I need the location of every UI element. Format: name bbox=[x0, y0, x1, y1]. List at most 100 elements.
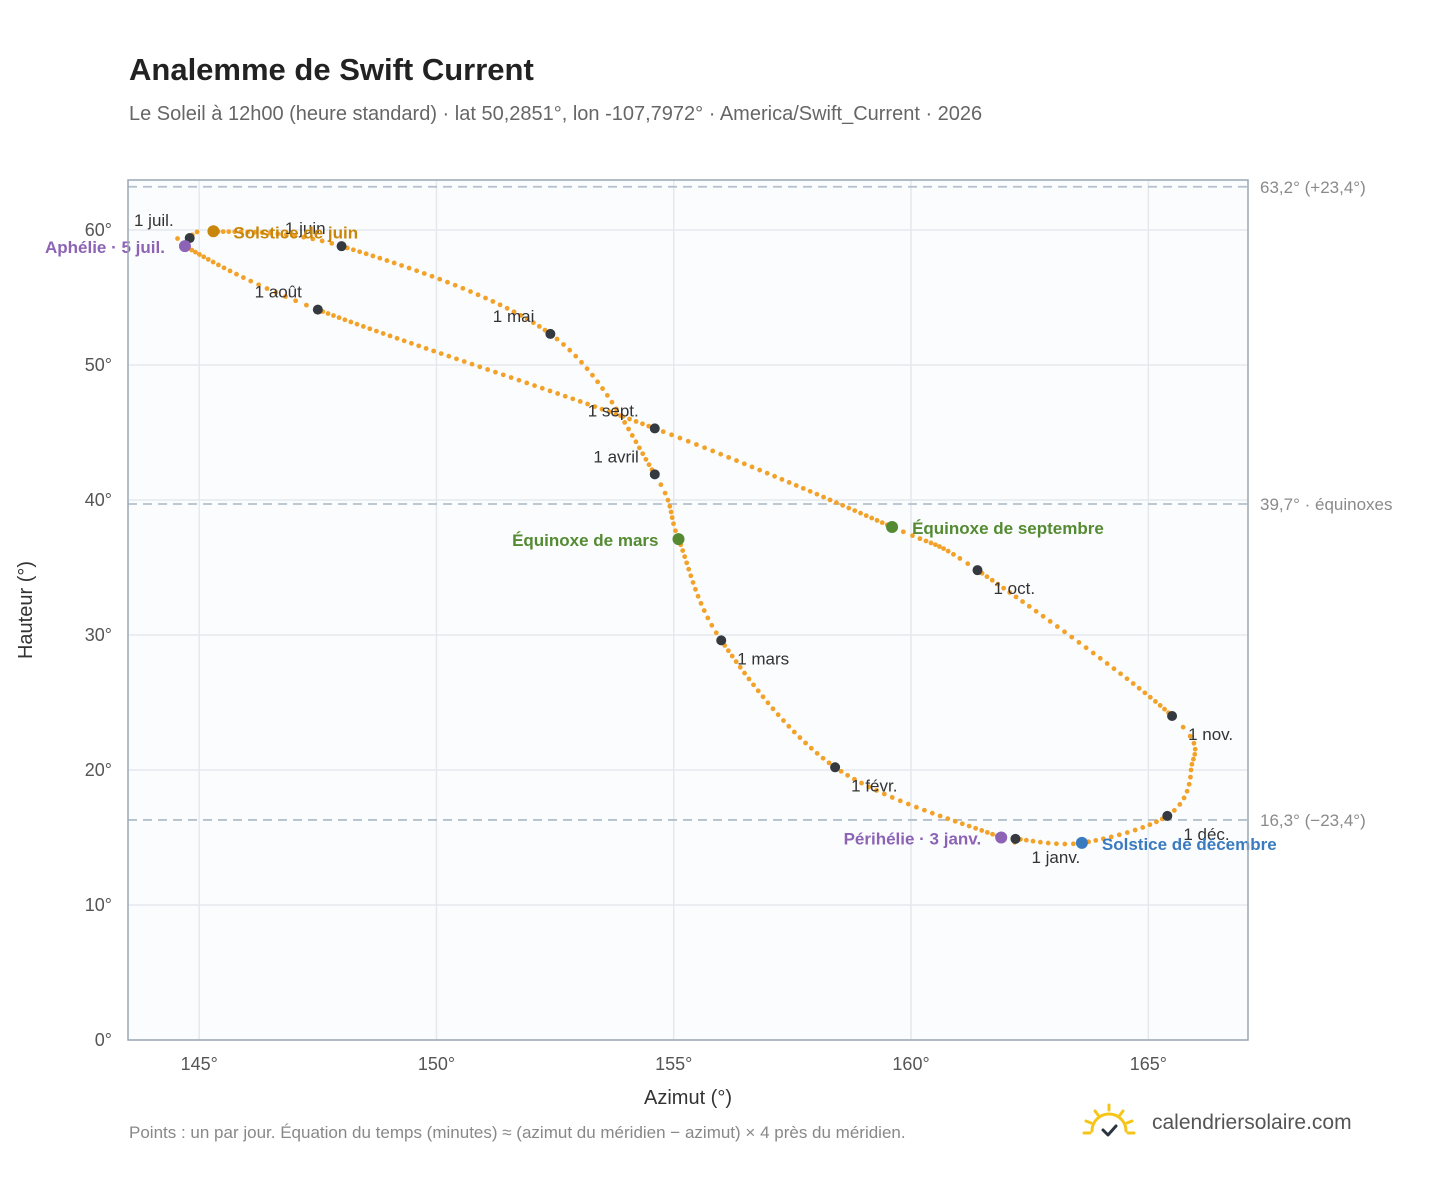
daily-point bbox=[1097, 655, 1103, 661]
daily-point bbox=[604, 392, 610, 398]
daily-point bbox=[879, 520, 885, 526]
daily-point bbox=[423, 346, 429, 351]
plot-area bbox=[128, 180, 1248, 1040]
daily-point bbox=[737, 664, 743, 670]
reference-lines: 63,2° (+23,4°) 39,7° · équinoxes 16,3° (−2… bbox=[128, 178, 1393, 830]
daily-point bbox=[374, 328, 379, 334]
month-marker bbox=[649, 423, 660, 434]
daily-point bbox=[401, 338, 407, 344]
daily-point bbox=[1147, 694, 1153, 700]
daily-point bbox=[858, 510, 863, 516]
daily-point bbox=[497, 302, 503, 308]
month-marker-label: 1 avril bbox=[593, 447, 638, 466]
daily-point bbox=[245, 229, 251, 235]
daily-point bbox=[554, 336, 560, 342]
footnote: Points : un par jour. Équation du temps … bbox=[129, 1123, 906, 1142]
daily-point bbox=[226, 229, 232, 235]
daily-point bbox=[710, 448, 716, 454]
daily-point bbox=[709, 622, 715, 628]
daily-point bbox=[469, 361, 475, 367]
daily-point bbox=[259, 230, 265, 235]
daily-point bbox=[452, 282, 458, 288]
daily-point bbox=[363, 251, 369, 257]
daily-point bbox=[640, 451, 646, 457]
daily-point bbox=[646, 462, 652, 468]
daily-point bbox=[1192, 751, 1198, 757]
daily-point bbox=[1033, 608, 1039, 614]
daily-point bbox=[622, 420, 628, 425]
daily-point bbox=[301, 234, 307, 240]
daily-point bbox=[539, 385, 545, 391]
event-label: Équinoxe de septembre bbox=[912, 519, 1104, 538]
daily-point bbox=[838, 768, 844, 774]
daily-point bbox=[764, 470, 770, 476]
daily-point bbox=[1062, 629, 1067, 635]
daily-point bbox=[380, 331, 386, 336]
daily-point bbox=[504, 305, 510, 311]
daily-point bbox=[238, 229, 244, 235]
daily-point bbox=[932, 542, 938, 548]
daily-point bbox=[613, 411, 619, 417]
event-marker bbox=[178, 240, 191, 253]
daily-point bbox=[834, 500, 839, 506]
daily-point bbox=[929, 810, 935, 816]
daily-point bbox=[1180, 724, 1186, 730]
month-marker bbox=[184, 233, 195, 244]
month-marker-label: 1 sept. bbox=[588, 401, 639, 420]
daily-point bbox=[1171, 807, 1177, 813]
daily-point bbox=[941, 546, 946, 552]
y-tick-label: 30° bbox=[85, 625, 112, 645]
daily-point bbox=[800, 486, 806, 491]
daily-point bbox=[577, 399, 583, 404]
daily-point bbox=[673, 528, 678, 534]
daily-point bbox=[387, 333, 393, 339]
month-marker bbox=[1167, 710, 1178, 721]
daily-point bbox=[733, 659, 739, 665]
event-marker bbox=[995, 831, 1008, 844]
daily-point bbox=[1191, 740, 1197, 746]
daily-point bbox=[273, 290, 279, 295]
daily-point bbox=[1111, 666, 1117, 672]
daily-point bbox=[1116, 832, 1122, 838]
daily-point bbox=[718, 451, 724, 457]
daily-point bbox=[757, 467, 763, 473]
x-tick-label: 155° bbox=[655, 1054, 692, 1074]
daily-point bbox=[852, 776, 857, 782]
daily-point bbox=[658, 482, 664, 488]
daily-point bbox=[874, 517, 880, 523]
reference-line-label: 63,2° (+23,4°) bbox=[1260, 178, 1366, 197]
y-tick-label: 60° bbox=[85, 220, 112, 240]
month-marker-label: 1 juil. bbox=[134, 211, 174, 230]
daily-point bbox=[468, 289, 473, 294]
daily-point bbox=[1100, 836, 1106, 842]
daily-point bbox=[175, 236, 180, 241]
daily-point bbox=[1187, 733, 1193, 739]
daily-point bbox=[1007, 590, 1013, 595]
daily-point bbox=[292, 233, 298, 239]
daily-point bbox=[760, 694, 766, 700]
daily-point bbox=[220, 229, 226, 235]
daily-point bbox=[923, 538, 929, 544]
daily-point bbox=[786, 723, 792, 729]
daily-point bbox=[671, 521, 676, 527]
daily-point bbox=[232, 229, 238, 235]
month-marker bbox=[1010, 833, 1021, 844]
month-marker-label: 1 janv. bbox=[1031, 848, 1080, 867]
daily-point bbox=[1076, 640, 1082, 645]
month-marker bbox=[545, 328, 556, 339]
daily-point bbox=[869, 515, 875, 521]
daily-point bbox=[779, 476, 785, 482]
daily-point bbox=[900, 529, 906, 535]
event-marker bbox=[207, 225, 220, 238]
daily-point bbox=[910, 533, 915, 539]
daily-point bbox=[1189, 761, 1195, 767]
daily-point bbox=[454, 356, 459, 362]
month-marker-label: 1 mars bbox=[737, 649, 789, 668]
month-marker bbox=[312, 304, 323, 315]
daily-point bbox=[590, 372, 595, 378]
daily-point bbox=[859, 780, 864, 786]
daily-point bbox=[951, 551, 956, 557]
brand[interactable]: calendriersolaire.com bbox=[1082, 1101, 1352, 1145]
daily-point bbox=[636, 445, 642, 451]
daily-point bbox=[1157, 703, 1163, 708]
